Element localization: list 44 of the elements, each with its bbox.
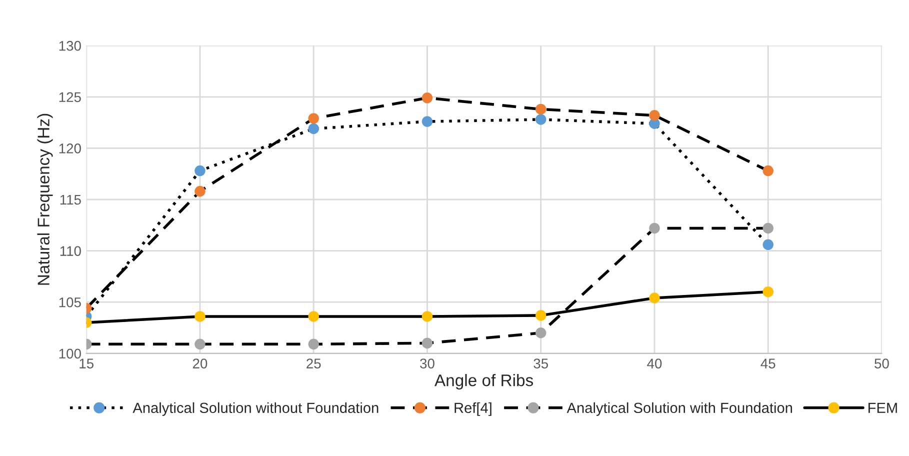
point	[194, 186, 206, 197]
x-tick-label: 35	[534, 358, 548, 368]
legend-label: Analytical Solution without Foundation	[132, 402, 378, 416]
point	[649, 292, 660, 304]
point	[422, 92, 433, 104]
y-tick-label: 120	[59, 144, 81, 154]
x-tick-label: 30	[420, 358, 434, 368]
point	[762, 239, 774, 250]
legend-label: FEM	[868, 402, 897, 413]
y-tick-label: 110	[60, 246, 81, 256]
point	[535, 328, 546, 338]
x-tick-label: 40	[647, 358, 662, 368]
point	[194, 338, 206, 350]
point	[308, 311, 319, 322]
point	[308, 338, 319, 350]
point	[762, 165, 774, 176]
legend-label: Ref[4]	[454, 402, 492, 416]
point	[535, 114, 546, 125]
point	[535, 310, 546, 321]
point	[762, 286, 774, 298]
y-tick-label: 105	[59, 297, 81, 308]
y-axis-title: Natural Frequency (Hz)	[37, 114, 53, 285]
point	[422, 311, 433, 322]
x-axis-title: Angle of Ribs	[434, 374, 534, 390]
x-tick-label: 50	[874, 358, 889, 368]
point	[762, 222, 774, 234]
x-tick-label: 15	[80, 358, 94, 368]
x-tick-label: 25	[306, 358, 321, 368]
point	[535, 104, 546, 115]
x-tick-label: 20	[192, 358, 208, 368]
y-tick-label: 130	[59, 40, 81, 51]
point	[649, 110, 660, 121]
point	[649, 222, 660, 234]
point	[422, 116, 433, 127]
y-tick-label: 100	[59, 348, 81, 359]
y-tick-label: 125	[59, 92, 81, 102]
point	[194, 165, 206, 176]
y-tick-label: 115	[60, 194, 81, 205]
legend-label: Analytical Solution with Foundation	[566, 402, 792, 416]
point	[194, 311, 206, 322]
point	[308, 123, 319, 134]
x-tick-label: 45	[760, 358, 776, 368]
point	[422, 338, 433, 349]
point	[308, 113, 319, 124]
